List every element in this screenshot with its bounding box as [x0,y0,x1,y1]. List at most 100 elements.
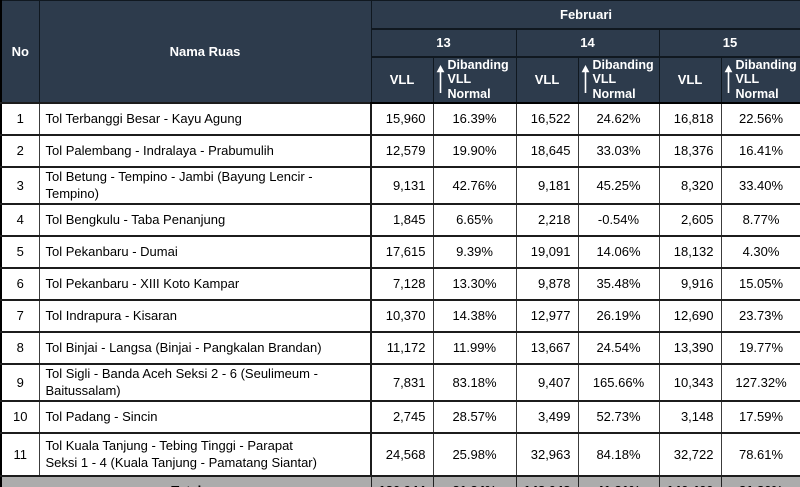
dibanding-value: 35.48% [577,266,660,301]
row-name: Tol Padang - Sincin [38,399,372,434]
dibanding-label: Dibanding VLL Normal [592,57,654,102]
up-arrow-icon [436,65,444,94]
vll-value: 9,181 [515,165,579,205]
dibanding-value: 127.32% [720,362,800,402]
row-name: Tol Sigli - Banda Aceh Seksi 2 - 6 (Seul… [38,362,372,402]
dibanding-value: 11.99% [432,330,517,365]
vll-value: 32,963 [515,431,579,477]
table-row: 6 Tol Pekanbaru - XIII Koto Kampar 7,128 13… [0,266,800,301]
dibanding-value: 33.40% [720,165,800,205]
vll-value: 15,960 [370,101,434,136]
table-row: 3 Tol Betung - Tempino - Jambi (Bayung Le… [0,165,800,205]
total-dibanding-15: 31.80% [720,474,800,487]
dibanding-value: 17.59% [720,399,800,434]
row-name: Tol Bengkulu - Taba Penanjung [38,202,372,237]
col-header-dibanding-14: Dibanding VLL Normal [577,55,660,104]
dibanding-value: 26.19% [577,298,660,333]
col-header-date-15: 15 [658,28,800,58]
dibanding-value: 33.03% [577,133,660,168]
col-header-vll-14: VLL [515,55,579,104]
row-number: 10 [0,399,40,434]
vll-value: 2,605 [658,202,722,237]
row-name: Tol Binjai - Langsa (Binjai - Pangkalan … [38,330,372,365]
dibanding-value: 16.39% [432,101,517,136]
row-number: 4 [0,202,40,237]
vll-value: 12,977 [515,298,579,333]
vll-value: 18,376 [658,133,722,168]
table-body: 1 Tol Terbanggi Besar - Kayu Agung 15,960 1… [0,101,800,477]
col-header-dibanding-15: Dibanding VLL Normal [720,55,800,104]
table-row: 5 Tol Pekanbaru - Dumai 17,615 9.39% 19,091 1… [0,234,800,269]
vll-value: 17,615 [370,234,434,269]
vll-value: 9,131 [370,165,434,205]
row-number: 1 [0,101,40,136]
row-name: Tol Terbanggi Besar - Kayu Agung [38,101,372,136]
dibanding-value: 15.05% [720,266,800,301]
row-name: Tol Pekanbaru - Dumai [38,234,372,269]
vll-value: 16,522 [515,101,579,136]
row-number: 8 [0,330,40,365]
row-number: 6 [0,266,40,301]
dibanding-value: 45.25% [577,165,660,205]
row-name: Tol Pekanbaru - XIII Koto Kampar [38,266,372,301]
total-dibanding-13: 21.34% [432,474,517,487]
dibanding-value: 22.56% [720,101,800,136]
dibanding-value: 9.39% [432,234,517,269]
vll-value: 9,916 [658,266,722,301]
dibanding-value: 28.57% [432,399,517,434]
dibanding-value: -0.54% [577,202,660,237]
dibanding-value: 42.76% [432,165,517,205]
vll-value: 10,343 [658,362,722,402]
dibanding-value: 14.06% [577,234,660,269]
col-header-dibanding-13: Dibanding VLL Normal [432,55,517,104]
vll-value: 24,568 [370,431,434,477]
vll-value: 2,218 [515,202,579,237]
row-number: 9 [0,362,40,402]
row-number: 3 [0,165,40,205]
vll-value: 18,132 [658,234,722,269]
dibanding-value: 4.30% [720,234,800,269]
table-footer: Total 120,944 21.34% 148,048 41.21% 146,… [0,474,800,487]
table-row: 8 Tol Binjai - Langsa (Binjai - Pangkalan… [0,330,800,365]
col-header-month: Februari [370,0,800,30]
total-label: Total [0,474,372,487]
row-name: Tol Kuala Tanjung - Tebing Tinggi - Para… [38,431,372,477]
total-vll-14: 148,048 [515,474,579,487]
dibanding-value: 78.61% [720,431,800,477]
up-arrow-icon [581,65,589,94]
vll-value: 9,878 [515,266,579,301]
dibanding-value: 25.98% [432,431,517,477]
vll-value: 16,818 [658,101,722,136]
up-arrow-icon [724,65,732,94]
col-header-nama-ruas: Nama Ruas [38,0,372,104]
dibanding-value: 19.90% [432,133,517,168]
table-header: No Nama Ruas Februari 13 14 15 VLL Diban… [0,0,800,104]
dibanding-value: 24.54% [577,330,660,365]
table-row: 11 Tol Kuala Tanjung - Tebing Tinggi - Pa… [0,431,800,477]
dibanding-value: 14.38% [432,298,517,333]
dibanding-value: 6.65% [432,202,517,237]
dibanding-value: 24.62% [577,101,660,136]
vll-value: 13,390 [658,330,722,365]
dibanding-value: 19.77% [720,330,800,365]
table-row: 7 Tol Indrapura - Kisaran 10,370 14.38% 12,9… [0,298,800,333]
vll-value: 3,148 [658,399,722,434]
vll-value: 18,645 [515,133,579,168]
vll-value: 19,091 [515,234,579,269]
vll-value: 2,745 [370,399,434,434]
table-row: 4 Tol Bengkulu - Taba Penanjung 1,845 6.65%… [0,202,800,237]
vll-value: 12,579 [370,133,434,168]
vll-value: 7,128 [370,266,434,301]
vll-value: 13,667 [515,330,579,365]
col-header-date-14: 14 [515,28,660,58]
vll-value: 3,499 [515,399,579,434]
vll-value: 7,831 [370,362,434,402]
row-number: 11 [0,431,40,477]
vll-value: 11,172 [370,330,434,365]
total-vll-15: 146,460 [658,474,722,487]
vll-value: 32,722 [658,431,722,477]
col-header-date-13: 13 [370,28,517,58]
total-dibanding-14: 41.21% [577,474,660,487]
